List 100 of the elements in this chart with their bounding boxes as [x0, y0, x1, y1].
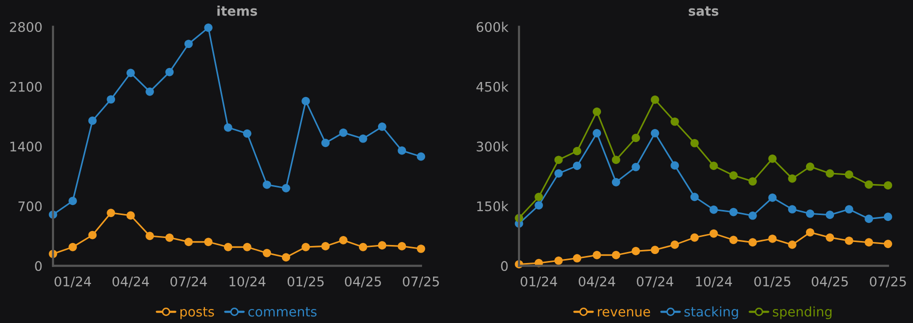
point — [321, 138, 330, 148]
point — [884, 181, 892, 190]
point — [690, 233, 699, 242]
point — [554, 169, 563, 178]
point — [126, 68, 135, 78]
x-tick-label: 07/25 — [870, 276, 906, 288]
point — [788, 205, 796, 214]
point — [729, 208, 738, 216]
point — [650, 96, 660, 104]
point — [844, 205, 854, 214]
x-tick-label: 07/24 — [636, 276, 674, 288]
legend-label: comments — [248, 307, 317, 317]
x-tick-label: 01/25 — [754, 276, 790, 288]
point — [806, 162, 814, 171]
point — [554, 156, 563, 164]
point — [243, 129, 252, 138]
x-tick-label: 01/24 — [520, 276, 558, 288]
point — [592, 107, 602, 116]
point — [884, 212, 892, 221]
point — [262, 248, 272, 258]
point — [339, 236, 348, 244]
x-tick-label: 10/24 — [696, 276, 732, 288]
point — [184, 238, 193, 246]
x-tick-label: 04/24 — [578, 276, 616, 288]
point — [592, 129, 602, 138]
x-tick-label: 04/25 — [812, 276, 848, 288]
y-tick-label: 0 — [35, 261, 42, 272]
chart-title: sats — [688, 6, 718, 16]
point — [416, 244, 426, 253]
x-tick-label: 01/24 — [54, 276, 92, 288]
point — [710, 162, 718, 170]
point — [864, 214, 874, 223]
point — [632, 162, 640, 172]
point — [534, 201, 543, 210]
point — [670, 161, 679, 170]
point — [748, 238, 757, 246]
point — [788, 174, 796, 183]
chart-title: items — [217, 6, 258, 16]
y-tick-label: 150k — [477, 201, 509, 212]
point — [146, 88, 154, 96]
point — [788, 240, 796, 249]
point — [632, 246, 640, 256]
point — [88, 116, 97, 125]
point — [729, 171, 738, 180]
point — [554, 256, 563, 265]
point — [339, 128, 348, 137]
point — [106, 95, 116, 104]
x-tick-label: 10/24 — [230, 276, 266, 288]
y-tick-label: 600k — [476, 22, 509, 32]
point — [884, 240, 892, 248]
point — [768, 234, 777, 243]
point — [165, 233, 174, 242]
point — [768, 154, 777, 163]
x-tick-label: 04/24 — [112, 276, 149, 288]
x-tick-label: 01/25 — [288, 276, 324, 288]
point — [358, 242, 368, 252]
x-tick-label: 07/25 — [402, 276, 439, 288]
point — [844, 170, 854, 179]
point — [204, 23, 213, 32]
point — [416, 152, 426, 161]
point — [572, 162, 582, 170]
point — [844, 236, 854, 245]
point — [106, 208, 116, 218]
point — [806, 228, 814, 237]
point — [126, 211, 135, 220]
point — [612, 250, 620, 260]
point — [321, 242, 330, 250]
legend-label: revenue — [598, 309, 650, 317]
point — [184, 40, 193, 48]
point — [302, 96, 310, 106]
point — [864, 180, 874, 189]
point — [768, 194, 777, 202]
y-tick-label: 300k — [476, 141, 509, 152]
point — [146, 232, 154, 240]
point — [224, 123, 232, 132]
point — [572, 146, 582, 156]
point — [864, 238, 874, 246]
point — [729, 236, 738, 244]
point — [68, 242, 77, 252]
point — [710, 229, 718, 238]
point — [748, 177, 757, 186]
point — [282, 253, 290, 262]
point — [358, 134, 368, 143]
point — [690, 192, 699, 202]
point — [398, 242, 406, 250]
point — [68, 196, 77, 206]
y-tick-label: 2100 — [10, 82, 42, 92]
point — [806, 209, 814, 218]
point — [378, 122, 386, 131]
y-tick-label: 0 — [501, 261, 508, 272]
point — [262, 180, 272, 189]
point — [710, 205, 718, 214]
point — [398, 146, 406, 155]
y-tick-label: 450k — [476, 82, 509, 92]
legend-label: stacking — [684, 306, 738, 320]
point — [224, 242, 232, 252]
legend-label: posts — [180, 307, 214, 320]
point — [572, 254, 582, 262]
point — [534, 192, 543, 202]
y-tick-label: 2800 — [10, 22, 42, 32]
